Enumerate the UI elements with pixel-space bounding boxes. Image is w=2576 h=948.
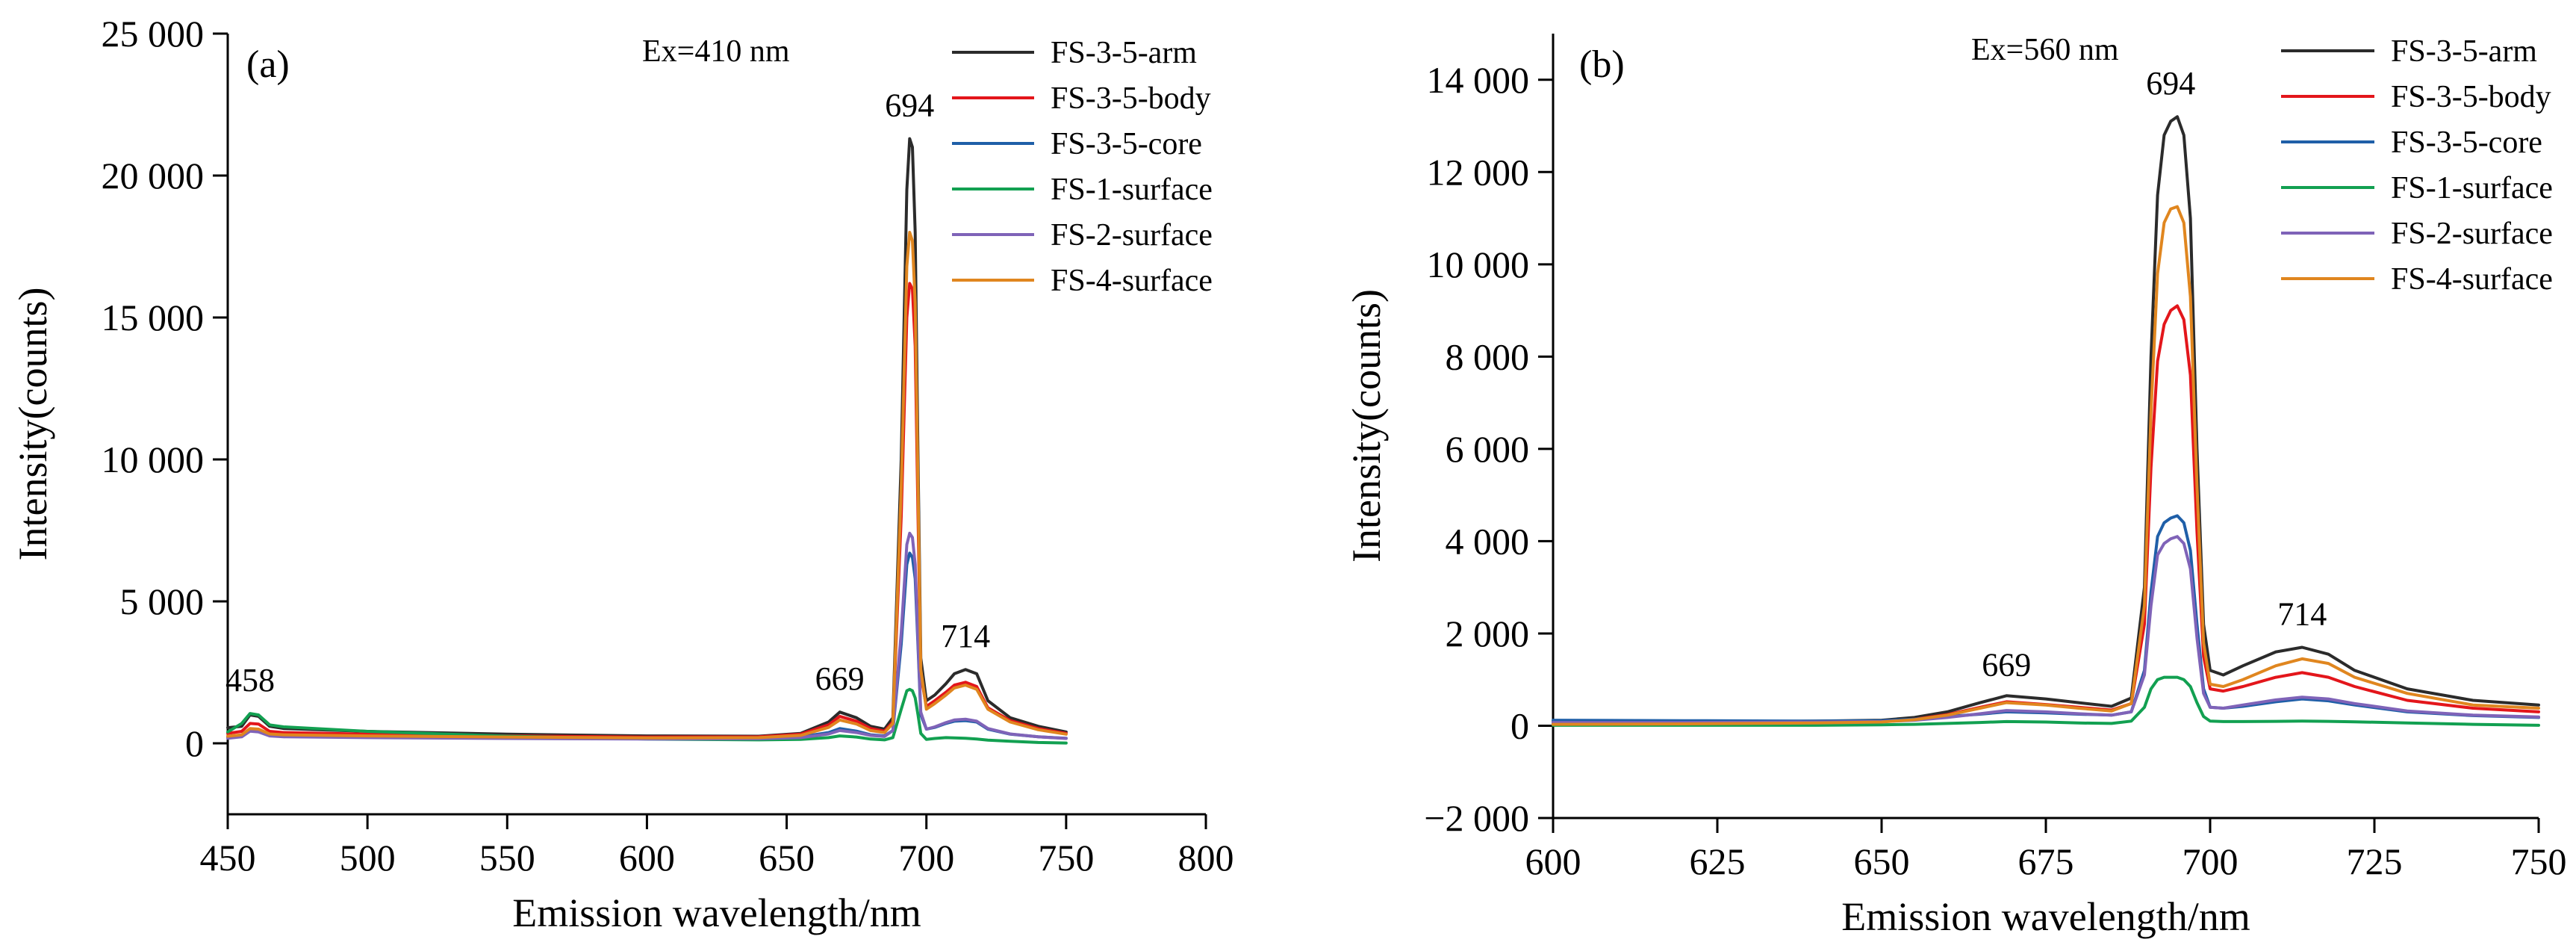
x-tick-label: 750 <box>1038 837 1094 879</box>
x-axis-title: Emission wavelength/nm <box>1841 894 2250 939</box>
x-tick-label: 600 <box>619 837 675 879</box>
peak-label: 714 <box>2277 595 2327 632</box>
excitation-label: Ex=410 nm <box>642 34 790 69</box>
series-line-FS-3-5-body <box>1552 304 2540 725</box>
y-tick-label: 2 000 <box>1446 613 1530 654</box>
legend-label: FS-2-surface <box>1051 218 1213 253</box>
legend-label: FS-3-5-body <box>1051 81 1211 116</box>
x-tick-label: 550 <box>479 837 535 879</box>
legend-label: FS-2-surface <box>2391 217 2553 251</box>
x-tick-label: 450 <box>200 837 256 879</box>
series-line-FS-2-surface <box>226 531 1068 741</box>
legend-label: FS-4-surface <box>2391 262 2553 297</box>
y-tick-label: 6 000 <box>1446 428 1530 470</box>
y-tick-label: 14 000 <box>1427 59 1530 101</box>
legend-label: FS-1-surface <box>1051 173 1213 207</box>
y-tick-label: 5 000 <box>120 580 205 622</box>
y-tick-label: 0 <box>185 722 204 764</box>
series-line-FS-2-surface <box>1552 535 2540 725</box>
peak-label: 694 <box>2146 65 2195 102</box>
y-tick-label: 20 000 <box>102 155 205 196</box>
x-tick-label: 625 <box>1690 840 1746 882</box>
x-tick-label: 725 <box>2347 840 2403 882</box>
series-line-FS-4-surface <box>1552 205 2540 726</box>
y-axis-title: Intensity(counts) <box>1344 289 1389 563</box>
y-tick-label: −2 000 <box>1424 797 1529 839</box>
y-tick-label: 10 000 <box>102 439 205 480</box>
y-tick-label: 12 000 <box>1427 151 1530 193</box>
legend-label: FS-1-surface <box>2391 171 2553 205</box>
series-line-FS-3-5-arm <box>1552 115 2540 724</box>
legend-label: FS-4-surface <box>1051 264 1213 298</box>
x-tick-label: 800 <box>1178 837 1234 879</box>
excitation-label: Ex=560 nm <box>1971 33 2119 67</box>
x-axis-title: Emission wavelength/nm <box>512 890 921 935</box>
x-tick-label: 675 <box>2018 840 2074 882</box>
legend-label: FS-3-5-core <box>1051 127 1202 161</box>
legend-label: FS-3-5-core <box>2391 126 2542 160</box>
series-line-FS-1-surface <box>1552 675 2540 727</box>
y-tick-label: 25 000 <box>102 13 205 55</box>
x-tick-label: 750 <box>2511 840 2567 882</box>
legend-label: FS-3-5-body <box>2391 80 2551 114</box>
y-tick-label: 4 000 <box>1446 520 1530 562</box>
legend-label: FS-3-5-arm <box>2391 34 2537 69</box>
x-tick-label: 700 <box>898 837 954 879</box>
peak-label: 714 <box>941 618 990 654</box>
x-tick-label: 650 <box>759 837 815 879</box>
series-line-FS-3-5-core <box>1552 514 2540 723</box>
y-tick-label: 8 000 <box>1446 335 1530 377</box>
x-tick-label: 650 <box>1854 840 1910 882</box>
peak-label: 458 <box>225 662 275 698</box>
x-tick-label: 700 <box>2183 840 2239 882</box>
series-line-FS-4-surface <box>226 231 1068 740</box>
panel-b: 600 625 650 675 700 725 750 −2 000 0 2 000 4 000 6 … <box>1344 33 2567 939</box>
x-tick-label: 600 <box>1525 840 1581 882</box>
panel-label: (b) <box>1579 43 1625 86</box>
panel-label: (a) <box>246 43 290 86</box>
legend-label: FS-3-5-arm <box>1051 36 1197 70</box>
y-tick-label: 10 000 <box>1427 244 1530 285</box>
peak-label: 669 <box>1982 646 2031 683</box>
peak-label: 694 <box>885 87 934 124</box>
series-line-FS-1-surface <box>226 687 1068 745</box>
series-line-FS-3-5-body <box>226 282 1068 739</box>
x-tick-label: 500 <box>340 837 396 879</box>
y-tick-label: 0 <box>1511 704 1529 746</box>
panel-a: 450 500 550 600 650 700 750 800 0 5 000 10 000 15 0… <box>10 13 1234 935</box>
y-axis-title: Intensity(counts) <box>10 288 55 561</box>
peak-label: 669 <box>815 660 865 697</box>
y-tick-label: 15 000 <box>102 297 205 338</box>
